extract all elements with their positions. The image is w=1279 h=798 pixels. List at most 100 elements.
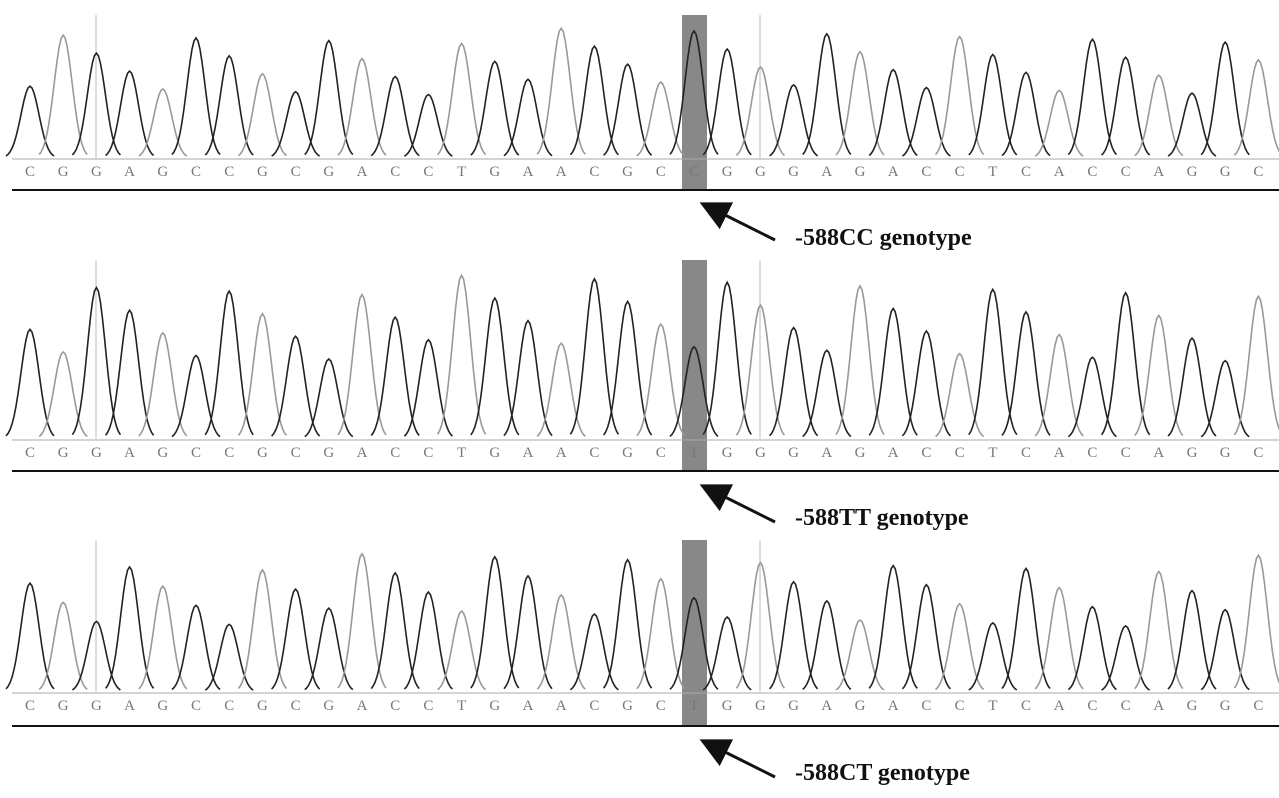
base-call: C bbox=[423, 445, 433, 461]
genotype-label: -588CC genotype bbox=[795, 225, 972, 251]
base-call: T bbox=[988, 445, 997, 461]
base-call: C bbox=[423, 698, 433, 714]
trace-peak bbox=[1234, 60, 1279, 155]
base-call: G bbox=[1187, 164, 1198, 180]
base-call: C bbox=[921, 445, 931, 461]
base-call: A bbox=[888, 445, 899, 461]
trace-peak bbox=[1201, 610, 1249, 690]
base-call: G bbox=[91, 698, 102, 714]
genotype-label: -588CT genotype bbox=[795, 760, 970, 786]
base-call: C bbox=[656, 698, 666, 714]
base-call: G bbox=[257, 164, 268, 180]
base-call: C bbox=[390, 164, 400, 180]
base-call: C bbox=[191, 164, 201, 180]
base-call: C bbox=[1253, 445, 1263, 461]
base-call: C bbox=[291, 698, 301, 714]
base-call: G bbox=[722, 698, 733, 714]
trace-peak bbox=[6, 86, 54, 156]
base-call: C bbox=[589, 698, 599, 714]
base-call: A bbox=[556, 164, 567, 180]
base-call: G bbox=[622, 445, 633, 461]
trace-peak bbox=[1102, 626, 1150, 690]
base-call: G bbox=[58, 445, 69, 461]
trace-peak bbox=[305, 608, 353, 689]
base-call: C bbox=[25, 445, 35, 461]
base-call: A bbox=[888, 698, 899, 714]
genotype-label: -588TT genotype bbox=[795, 505, 969, 531]
base-call: A bbox=[556, 698, 567, 714]
base-call: G bbox=[722, 164, 733, 180]
base-call: C bbox=[1021, 445, 1031, 461]
base-call: G bbox=[489, 698, 500, 714]
base-call: A bbox=[821, 164, 832, 180]
trace-peak bbox=[936, 354, 984, 437]
base-call: A bbox=[1153, 698, 1164, 714]
base-call: G bbox=[755, 445, 766, 461]
base-call: C bbox=[1087, 164, 1097, 180]
base-call: C bbox=[955, 164, 965, 180]
trace-peak bbox=[272, 92, 320, 156]
arrow bbox=[705, 205, 775, 240]
base-call: C bbox=[955, 445, 965, 461]
base-call: A bbox=[1054, 164, 1065, 180]
base-call: T bbox=[988, 698, 997, 714]
trace-peak bbox=[404, 95, 452, 157]
base-call: G bbox=[1220, 698, 1231, 714]
base-call: T bbox=[689, 698, 698, 714]
base-call: C bbox=[689, 164, 699, 180]
base-call: A bbox=[357, 698, 368, 714]
chromatogram-panel: CGGAGCCGCGACCTGAACGCCGGGAGACCTCACCAGGC-5… bbox=[6, 15, 1279, 251]
base-call: C bbox=[656, 164, 666, 180]
base-call: G bbox=[323, 164, 334, 180]
base-call: T bbox=[457, 698, 466, 714]
highlight-bar bbox=[682, 260, 707, 471]
base-call: G bbox=[622, 164, 633, 180]
base-call: C bbox=[291, 445, 301, 461]
trace-peak bbox=[39, 352, 87, 437]
base-call: G bbox=[58, 698, 69, 714]
base-call: A bbox=[523, 445, 534, 461]
base-call: G bbox=[788, 164, 799, 180]
base-call: A bbox=[821, 698, 832, 714]
trace-peak bbox=[438, 611, 486, 690]
base-call: G bbox=[157, 698, 168, 714]
base-call: G bbox=[91, 445, 102, 461]
base-call: G bbox=[1220, 164, 1231, 180]
trace-peak bbox=[836, 620, 884, 690]
base-call: G bbox=[157, 164, 168, 180]
trace-peak bbox=[1168, 93, 1216, 156]
base-call: G bbox=[323, 698, 334, 714]
base-call: A bbox=[556, 445, 567, 461]
base-call: G bbox=[157, 445, 168, 461]
trace-peak bbox=[1068, 357, 1116, 437]
base-call: C bbox=[390, 445, 400, 461]
trace-peak bbox=[1234, 296, 1279, 435]
base-call: A bbox=[1054, 698, 1065, 714]
base-call: C bbox=[291, 164, 301, 180]
trace-peak bbox=[305, 359, 353, 437]
base-call: C bbox=[224, 164, 234, 180]
base-call: C bbox=[1021, 164, 1031, 180]
base-call: G bbox=[1220, 445, 1231, 461]
base-call: G bbox=[489, 445, 500, 461]
base-call: A bbox=[124, 445, 135, 461]
trace-peak bbox=[537, 343, 585, 436]
base-call: C bbox=[25, 698, 35, 714]
base-call: G bbox=[622, 698, 633, 714]
trace-peak bbox=[1234, 555, 1279, 688]
base-call: A bbox=[523, 698, 534, 714]
base-call: T bbox=[988, 164, 997, 180]
base-call: C bbox=[921, 698, 931, 714]
trace-peak bbox=[1201, 361, 1249, 437]
base-call: C bbox=[25, 164, 35, 180]
base-call: C bbox=[1121, 445, 1131, 461]
base-call: C bbox=[656, 445, 666, 461]
base-call: G bbox=[855, 164, 866, 180]
base-call: G bbox=[58, 164, 69, 180]
trace-peak bbox=[637, 82, 685, 156]
base-call: G bbox=[788, 698, 799, 714]
base-call: T bbox=[457, 164, 466, 180]
base-call: A bbox=[357, 445, 368, 461]
base-call: G bbox=[489, 164, 500, 180]
base-call: G bbox=[323, 445, 334, 461]
